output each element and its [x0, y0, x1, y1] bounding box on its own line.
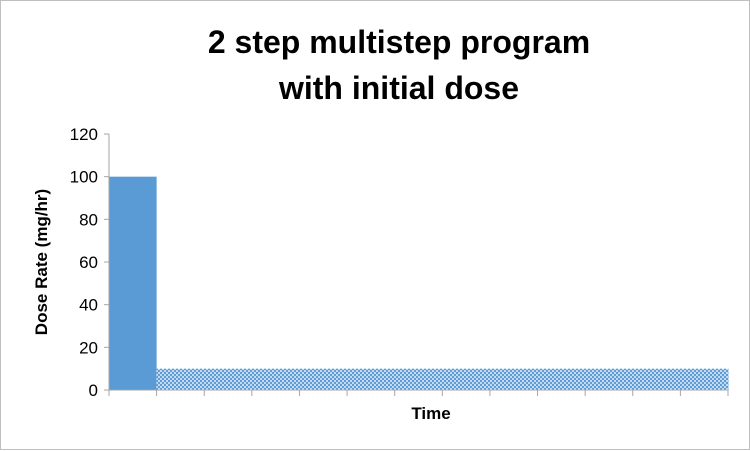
bar-maintenance-2 — [204, 368, 253, 390]
bar-maintenance-3 — [251, 368, 300, 390]
y-tick-label: 40 — [79, 296, 98, 315]
bar-maintenance-11 — [632, 368, 681, 390]
bar-maintenance-1 — [156, 368, 205, 390]
x-axis-label: Time — [411, 404, 450, 423]
bar-maintenance-4 — [299, 368, 348, 390]
bar-maintenance-7 — [442, 368, 491, 390]
y-tick-label: 120 — [70, 125, 98, 144]
bar-maintenance-8 — [489, 368, 539, 390]
bar-initial-dose — [109, 176, 157, 390]
y-tick-label: 80 — [79, 210, 98, 229]
y-tick-label: 60 — [79, 253, 98, 272]
y-tick-label: 0 — [89, 381, 98, 400]
chart-title-line-2: with initial dose — [278, 70, 519, 106]
x-axis-ticks — [108, 390, 729, 396]
bar-maintenance-6 — [394, 368, 443, 390]
bar-maintenance-9 — [537, 368, 586, 390]
y-tick-label: 20 — [79, 338, 98, 357]
y-axis-ticks: 0 20 40 60 80 100 120 — [70, 125, 109, 400]
bar-maintenance-5 — [347, 368, 396, 390]
bars-group — [109, 176, 729, 390]
bar-maintenance-12 — [680, 368, 729, 390]
y-tick-label: 100 — [70, 168, 98, 187]
y-axis-label: Dose Rate (mg/hr) — [32, 189, 51, 335]
bar-maintenance-10 — [585, 368, 634, 390]
chart-title-line-1: 2 step multistep program — [208, 24, 590, 60]
